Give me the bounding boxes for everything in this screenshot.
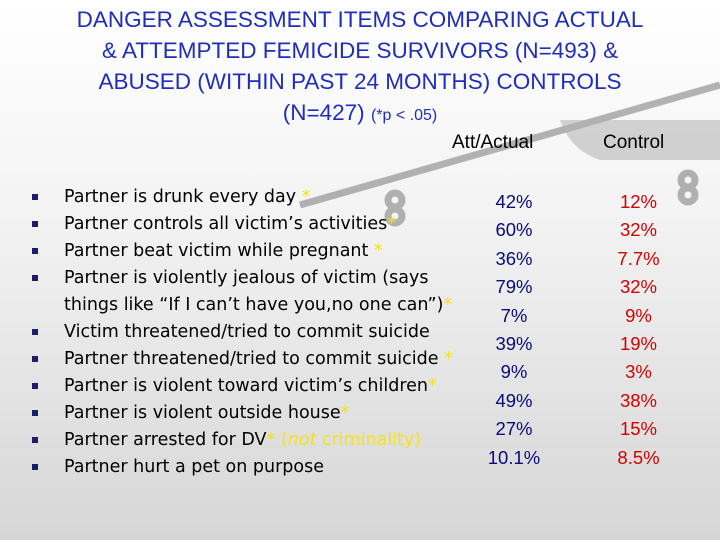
title-line-4: (N=427) (*p < .05) [10,97,710,131]
title-line-2: & ATTEMPTED FEMICIDE SURVIVORS (N=493) & [101,38,619,63]
square-bullet-icon [32,194,38,200]
list-item: Partner is violent toward victim’s child… [0,373,480,400]
column-header-att-actual: Att/Actual [452,132,534,153]
control-value: 32% [619,276,658,298]
square-bullet-icon [32,275,38,281]
significance-star: * [443,295,453,315]
significance-star: * [373,241,383,261]
item-text: Partner is drunk every day [64,187,302,207]
list-item: Partner beat victim while pregnant * [0,238,480,265]
item-note-rest: criminality) [316,430,422,450]
list-item: Partner threatened/tried to commit suici… [0,346,480,373]
square-bullet-icon [32,383,38,389]
list-item: Partner arrested for DV* (not criminalit… [0,427,480,454]
column-header-control: Control [603,132,665,153]
list-item: Partner controls all victim’s activities… [0,211,480,238]
risk-item-list: Partner is drunk every day * Partner con… [0,184,480,481]
att-value: 27% [495,418,533,440]
square-bullet-icon [32,329,38,335]
slide-title: DANGER ASSESSMENT ITEMS COMPARING ACTUAL… [10,4,710,131]
item-text: Partner threatened/tried to commit suici… [64,349,445,369]
control-value: 38% [619,389,658,411]
att-value: 42% [495,191,533,212]
item-note: * (not criminality) [267,430,422,450]
square-bullet-icon [32,356,38,362]
item-text-continued: things like “If I can’t have you,no one … [64,295,444,315]
control-value: 8.5% [617,446,660,468]
list-item: Partner is violent outside house* [0,400,480,427]
item-text: Partner hurt a pet on purpose [64,457,325,477]
control-value: 19% [619,333,658,355]
list-item: Partner hurt a pet on purpose [0,454,480,481]
significance-star: * [428,376,437,396]
item-text: Partner is violently jealous of victim (… [64,268,429,288]
title-line-3: ABUSED (WITHIN PAST 24 MONTHS) CONTROLS [98,69,622,94]
title-sample-size: (N=427) [282,100,365,125]
att-value: 7% [500,304,528,326]
control-value: 12% [619,191,658,212]
title-line-1: DANGER ASSESSMENT ITEMS COMPARING ACTUAL [76,7,644,32]
control-values: 12% 32% 7.7% 32% 9% 19% 3% 38% 15% 8.5% [596,188,681,472]
significance-star: * [387,214,397,234]
list-item: Partner is drunk every day * [0,184,480,211]
square-bullet-icon [32,437,38,443]
list-item: Partner is violently jealous of victim (… [0,265,480,319]
control-value: 32% [619,219,658,241]
item-text: Victim threatened/tried to commit suicid… [64,322,430,342]
att-value: 49% [495,389,533,411]
item-text: Partner is violent toward victim’s child… [64,376,429,396]
att-value: 9% [500,361,528,383]
item-text: Partner controls all victim’s activities [64,214,388,234]
square-bullet-icon [32,464,38,470]
title-significance-note: (*p < .05) [370,107,438,124]
control-value: 9% [625,304,652,326]
significance-star: * [301,187,311,207]
att-actual-values: 42% 60% 36% 79% 7% 39% 9% 49% 27% 10.1% [474,188,554,472]
item-note-emphasis: not [287,430,317,450]
item-text: Partner beat victim while pregnant [64,241,374,261]
att-value: 36% [495,247,533,269]
significance-star: * ( [266,430,288,450]
att-value: 39% [495,333,533,355]
control-value: 15% [619,418,658,440]
att-value: 79% [495,276,533,298]
control-value: 3% [625,361,652,383]
significance-star: * [444,349,453,369]
significance-star: * [340,403,350,423]
list-item: Victim threatened/tried to commit suicid… [0,319,480,346]
square-bullet-icon [32,221,38,227]
square-bullet-icon [32,410,38,416]
control-value: 7.7% [617,247,660,269]
att-value: 60% [495,219,533,241]
item-text: Partner is violent outside house [64,403,341,423]
att-value: 10.1% [487,446,541,468]
item-text: Partner arrested for DV [64,430,267,450]
square-bullet-icon [32,248,38,254]
